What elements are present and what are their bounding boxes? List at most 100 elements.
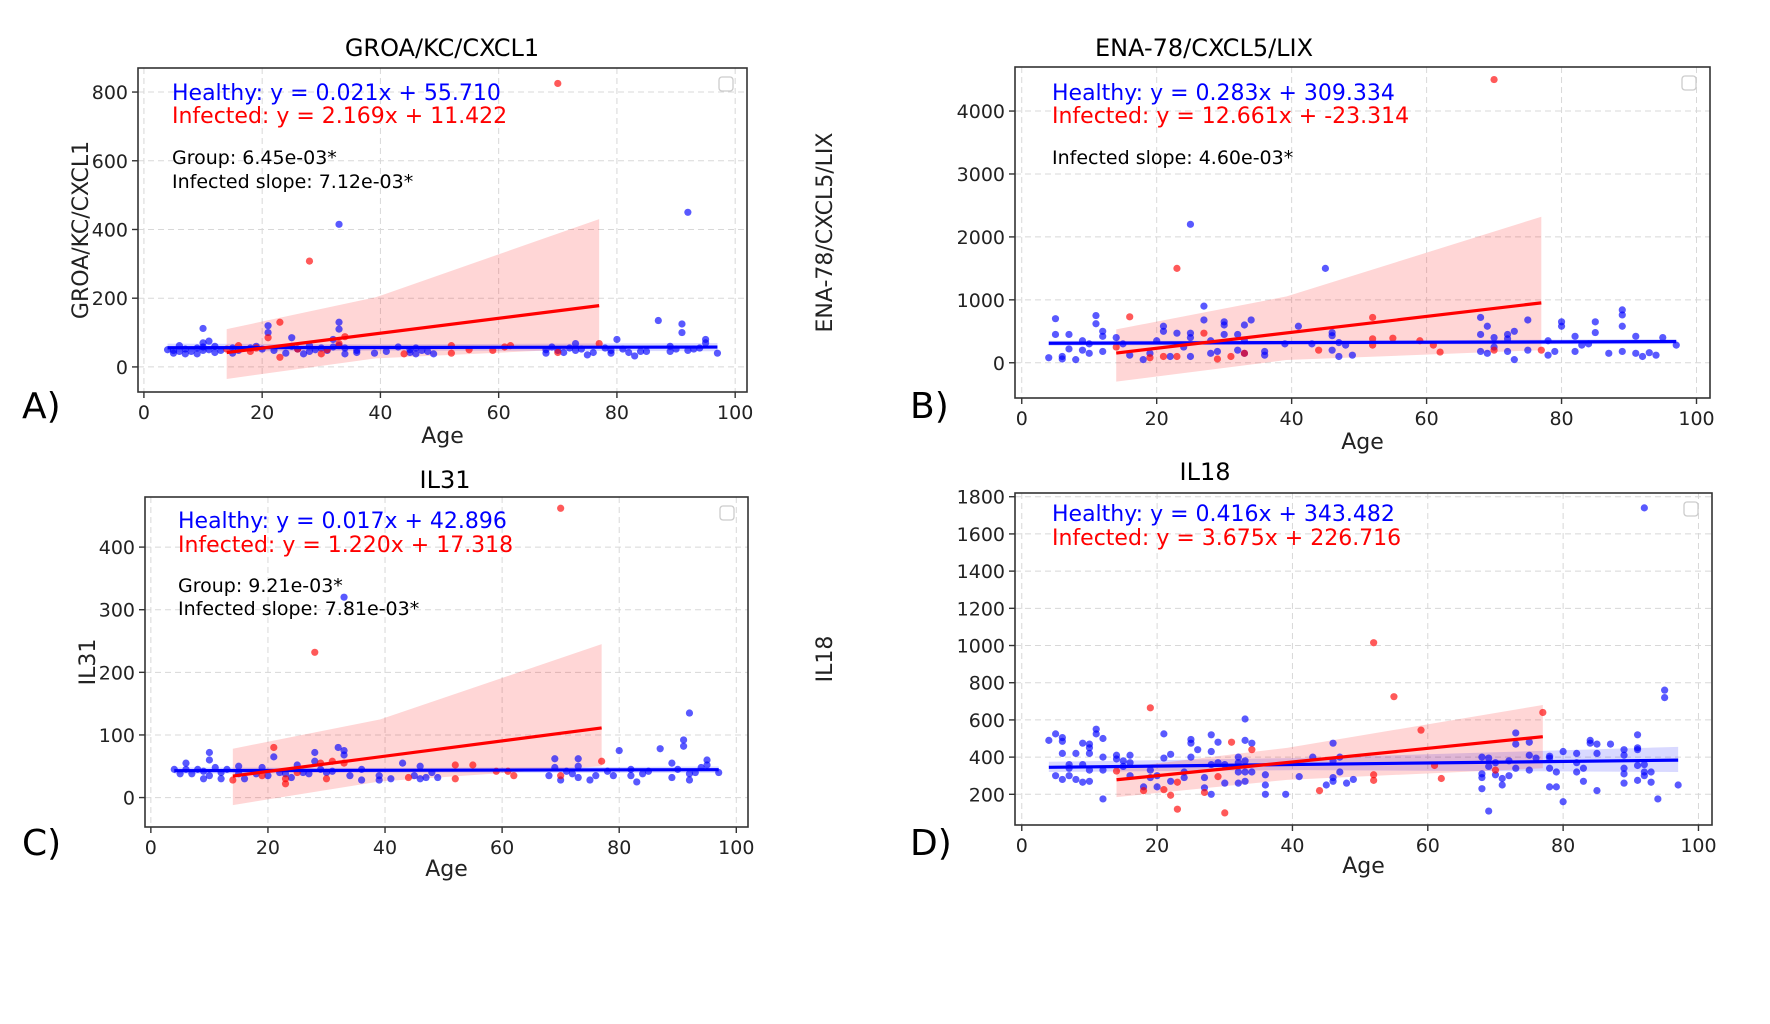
x-tick-label: 100 xyxy=(717,402,753,424)
data-point-healthy xyxy=(678,320,686,328)
data-point-healthy xyxy=(1166,352,1174,361)
data-point-healthy xyxy=(1476,313,1485,322)
data-point-healthy xyxy=(1187,753,1195,761)
legend-box xyxy=(1681,75,1697,91)
data-point-healthy xyxy=(387,775,395,783)
x-tick-label: 20 xyxy=(256,837,280,859)
data-point-healthy xyxy=(1512,740,1520,748)
data-point-healthy xyxy=(1659,333,1667,342)
data-point-healthy xyxy=(1207,790,1215,798)
data-point-healthy xyxy=(583,351,591,359)
regression-line-infected xyxy=(232,726,602,778)
data-point-healthy xyxy=(684,208,692,216)
data-point-healthy xyxy=(410,772,418,780)
data-point-healthy xyxy=(1221,779,1229,787)
data-point-healthy xyxy=(335,318,343,326)
data-point-healthy xyxy=(205,337,213,345)
data-point-infected xyxy=(229,776,237,784)
data-point-healthy xyxy=(1640,504,1648,512)
data-point-healthy xyxy=(375,776,383,784)
panel-label: D) xyxy=(910,823,952,864)
data-point-healthy xyxy=(424,347,432,356)
data-point-healthy xyxy=(430,350,438,358)
data-point-healthy xyxy=(1092,311,1100,320)
regression-line-healthy xyxy=(167,345,718,350)
data-point-healthy xyxy=(205,748,213,757)
data-point-healthy xyxy=(1633,776,1642,784)
data-point-healthy xyxy=(1186,333,1195,342)
data-point-healthy xyxy=(1160,730,1168,738)
data-point-healthy xyxy=(1661,693,1669,702)
data-point-healthy xyxy=(1503,347,1512,356)
data-point-healthy xyxy=(311,757,319,765)
y-axis-label: ENA-78/CXCL5/LIX xyxy=(813,133,838,333)
data-point-healthy xyxy=(1647,778,1655,786)
data-point-infected xyxy=(1315,786,1324,795)
data-point-healthy xyxy=(574,755,582,763)
data-point-infected xyxy=(598,757,606,765)
y-tick-label: 600 xyxy=(969,710,1005,732)
data-point-healthy xyxy=(1078,346,1087,354)
healthy-equation: Healthy: y = 0.283x + 309.334 xyxy=(1052,81,1395,106)
y-tick-label: 400 xyxy=(969,747,1005,769)
panel-label: C) xyxy=(22,823,61,864)
data-point-infected xyxy=(1112,343,1120,351)
regression-line-healthy xyxy=(174,768,719,773)
data-point-healthy xyxy=(1593,786,1601,795)
data-point-healthy xyxy=(642,347,651,356)
data-point-infected xyxy=(1227,738,1236,746)
data-point-healthy xyxy=(1483,349,1491,357)
data-point-healthy xyxy=(1335,352,1343,361)
data-point-infected xyxy=(557,772,565,780)
data-point-healthy xyxy=(1065,345,1073,353)
data-point-healthy xyxy=(1167,777,1175,785)
data-point-healthy xyxy=(631,352,639,360)
data-point-healthy xyxy=(335,325,343,333)
data-point-healthy xyxy=(1052,730,1060,738)
data-point-healthy xyxy=(434,773,442,782)
data-point-healthy xyxy=(703,761,711,769)
data-point-healthy xyxy=(613,335,621,344)
data-point-infected xyxy=(1200,788,1209,797)
data-point-healthy xyxy=(1051,315,1060,323)
data-point-healthy xyxy=(182,759,190,767)
confidence-band-infected xyxy=(226,219,600,379)
data-point-healthy xyxy=(1476,347,1485,356)
x-tick-label: 80 xyxy=(607,837,631,859)
data-point-infected xyxy=(1240,349,1249,357)
data-point-healthy xyxy=(1045,354,1053,362)
data-point-healthy xyxy=(264,328,272,337)
data-point-healthy xyxy=(1194,746,1202,754)
data-point-healthy xyxy=(1620,764,1628,772)
data-point-healthy xyxy=(1579,764,1588,772)
data-point-infected xyxy=(335,339,343,348)
infected-equation: Infected: y = 3.675x + 226.716 xyxy=(1052,526,1401,551)
data-point-healthy xyxy=(334,743,342,752)
data-point-healthy xyxy=(1512,764,1520,772)
data-point-healthy xyxy=(1586,739,1594,747)
data-point-infected xyxy=(317,350,325,358)
data-point-healthy xyxy=(1544,351,1552,359)
data-point-healthy xyxy=(713,349,722,357)
data-point-healthy xyxy=(680,742,688,750)
data-point-healthy xyxy=(1640,760,1648,769)
data-point-healthy xyxy=(205,772,213,780)
y-tick-label: 200 xyxy=(99,662,135,684)
data-point-healthy xyxy=(1248,739,1256,747)
data-point-infected xyxy=(264,334,272,342)
plot-area xyxy=(170,504,723,806)
data-point-infected xyxy=(1213,355,1222,363)
chart-title: ENA-78/CXCL5/LIX xyxy=(1095,34,1313,62)
data-point-healthy xyxy=(1079,739,1087,747)
x-tick-label: 0 xyxy=(138,402,150,424)
data-point-healthy xyxy=(685,709,694,717)
y-tick-label: 100 xyxy=(99,725,135,747)
data-point-healthy xyxy=(235,762,243,770)
data-point-healthy xyxy=(211,348,219,357)
stat-annotation: Infected slope: 4.60e-03* xyxy=(1052,147,1293,169)
data-point-healthy xyxy=(1476,330,1485,339)
data-point-infected xyxy=(1112,767,1121,775)
data-point-healthy xyxy=(1085,744,1094,752)
data-point-healthy xyxy=(1591,328,1599,337)
